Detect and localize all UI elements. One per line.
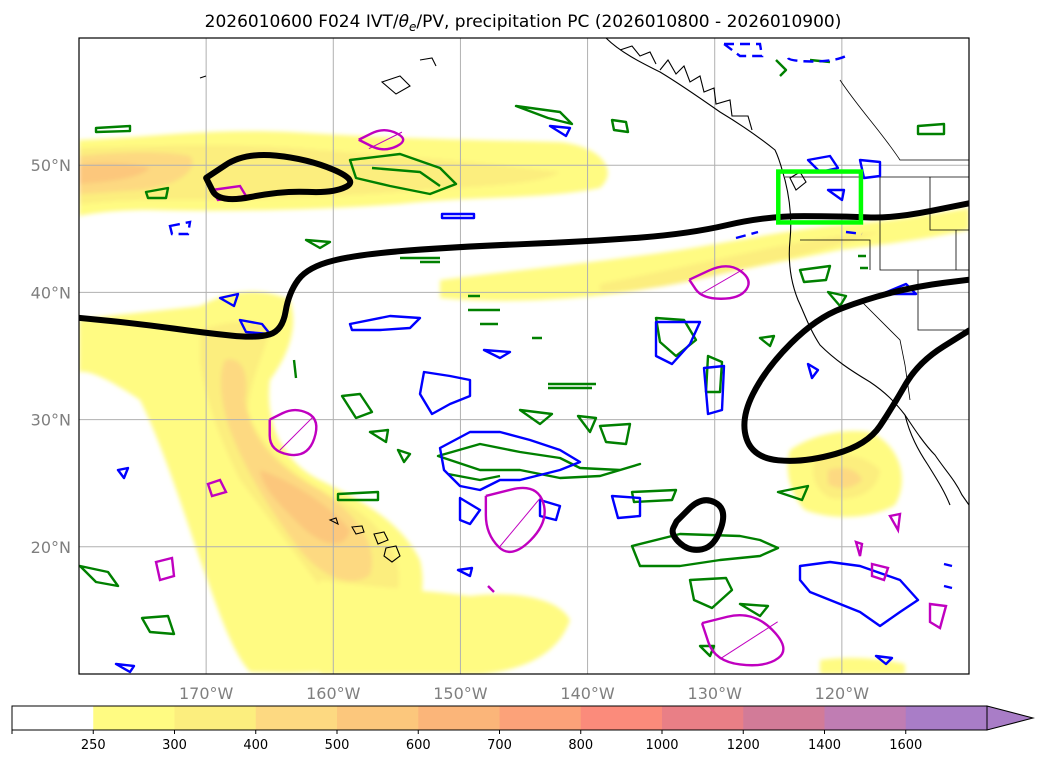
colorbar-tick-label: 700 [487,738,512,753]
pv-north-pacific [358,129,405,151]
colorbar-tick-label: 250 [81,738,106,753]
colorbar-segment [255,706,338,730]
y-tick-label: 40°N [31,283,71,302]
pv-hatch [498,498,541,549]
colorbar-tick-label: 400 [243,738,268,753]
dashed-contours [168,42,863,240]
pv-hatch [279,416,314,451]
colorbar-segment [337,706,419,730]
pv-contours [268,129,785,667]
colorbar-tick-label: 300 [162,738,187,753]
colorbar-segment [12,706,94,730]
x-tick-label: 170°W [179,684,234,703]
colorbar-segment [174,706,257,730]
pv-hatch [701,268,744,294]
colorbar-segment [418,706,500,730]
colorbar-tick-label: 1400 [808,738,841,753]
pv-hatch [368,131,403,150]
chart-title: 2026010600 F024 IVT/θe/PV, precipitation… [205,12,842,34]
x-tick-label: 120°W [815,684,870,703]
x-tick-label: 160°W [306,684,361,703]
colorbar-segment [662,706,744,730]
subtropical-ring [669,497,727,553]
colorbar-segment [580,706,663,730]
x-tick-label: 150°W [433,684,488,703]
colorbar-segment [905,706,988,730]
colorbar-tick-label: 1000 [645,738,678,753]
x-tick-label: 140°W [560,684,615,703]
colorbar-extend-arrow [986,705,1035,731]
theta-e-contours [79,152,969,553]
colorbar-segment [499,706,582,730]
colorbar-tick-label: 500 [325,738,350,753]
x-tick-label: 130°W [688,684,743,703]
pv-west-coast [688,265,750,300]
y-axis-ticks: 50°N 40°N 30°N 20°N [31,156,71,557]
north-loop [203,152,354,203]
colorbar-tick-label: 600 [406,738,431,753]
colorbar-tick-label: 1200 [727,738,760,753]
colorbar-tick-label: 1600 [889,738,922,753]
pv-south [700,613,785,667]
colorbar-segment [743,706,825,730]
ivt-shading [79,131,969,674]
pv-hatch [719,621,778,660]
jet-boundary [79,200,969,340]
map-frame [78,37,970,675]
target-region-box [776,169,864,225]
gridlines [79,38,969,674]
pv-central [484,486,546,554]
east-trough [741,276,969,464]
x-axis-ticks: 170°W 160°W 150°W 140°W 130°W 120°W [179,684,869,703]
colorbar-tick-label: 800 [568,738,593,753]
colorbar-segment [824,706,907,730]
y-tick-label: 20°N [31,538,71,557]
pv-hawaii-west [268,408,318,457]
map-panel [79,38,969,674]
colorbar-segment [93,706,175,730]
y-tick-label: 30°N [31,411,71,430]
precip-contours-green [79,58,946,658]
y-tick-label: 50°N [31,156,71,175]
colorbar: 250 300 400 500 600 700 800 1000 1200 1400 1600 [11,705,1035,753]
coastline [199,38,969,563]
